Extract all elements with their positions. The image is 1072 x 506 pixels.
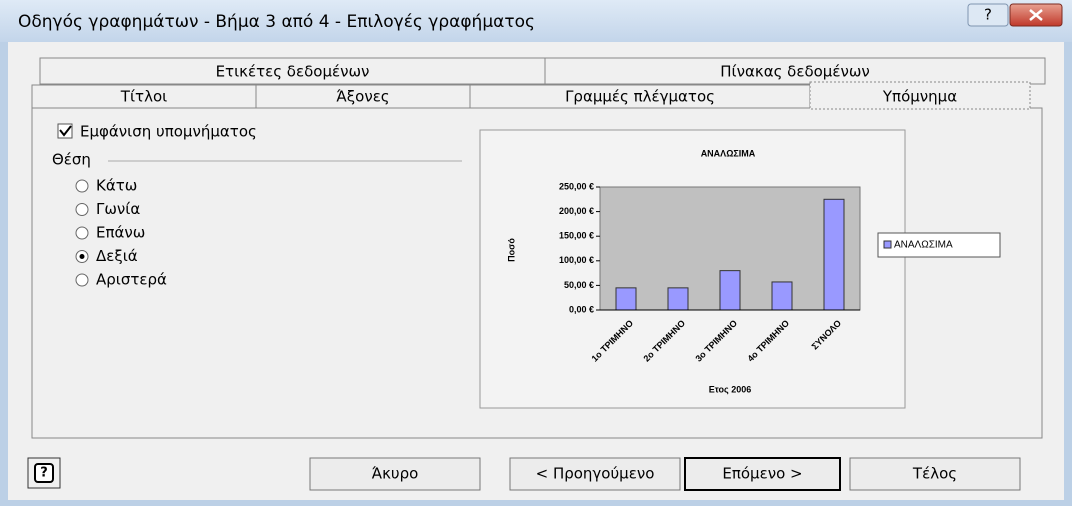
y-tick-label: 250,00 € bbox=[559, 181, 594, 191]
tab[interactable] bbox=[809, 81, 1031, 110]
bar bbox=[615, 287, 637, 311]
tab-label: Άξονες bbox=[336, 88, 389, 106]
radio-dot bbox=[79, 254, 85, 259]
tab-label: Γραμμές πλέγματος bbox=[565, 88, 715, 106]
bar bbox=[667, 287, 689, 311]
placement-label: Θέση bbox=[52, 151, 91, 169]
legend-label: ΑΝΑΛΩΣΙΜΑ bbox=[894, 240, 953, 251]
button-label: < Προηγούμενο bbox=[536, 465, 655, 483]
y-tick-label: 0,00 € bbox=[569, 304, 594, 314]
window-title: Οδηγός γραφημάτων - Βήμα 3 από 4 - Επιλο… bbox=[18, 12, 535, 32]
show-legend-label: Εμφάνιση υπομνήματος bbox=[80, 123, 257, 141]
legend-swatch bbox=[883, 240, 892, 249]
button[interactable] bbox=[849, 457, 1021, 491]
help-title-button[interactable] bbox=[967, 3, 1009, 27]
button-label: Επόμενο > bbox=[722, 465, 802, 483]
close-glyph bbox=[1029, 9, 1043, 21]
help-glyph: ? bbox=[984, 6, 992, 24]
tab-label: Ετικέτες δεδομένων bbox=[216, 63, 370, 81]
y-tick-label: 200,00 € bbox=[559, 206, 594, 216]
radio-label: Επάνω bbox=[96, 224, 145, 242]
radio-label: Δεξιά bbox=[96, 247, 138, 265]
radio-label: Κάτω bbox=[96, 177, 137, 195]
x-axis-label: Ετος 2006 bbox=[709, 384, 751, 394]
button[interactable] bbox=[684, 457, 841, 491]
button[interactable] bbox=[309, 457, 481, 491]
radio[interactable] bbox=[75, 226, 89, 240]
radio-label: Αριστερά bbox=[96, 271, 167, 289]
help-glyph: ? bbox=[40, 466, 48, 481]
y-tick-label: 100,00 € bbox=[559, 255, 594, 265]
y-axis-label: Ποσό bbox=[506, 238, 516, 262]
chart-title: ΑΝΑΛΩΣΙΜΑ bbox=[701, 148, 756, 158]
tab-label: Υπόμνημα bbox=[882, 88, 957, 106]
checkbox[interactable] bbox=[57, 123, 73, 139]
button-label: Άκυρο bbox=[372, 465, 419, 483]
title-bar bbox=[0, 0, 1072, 42]
button-label: Τέλος bbox=[912, 465, 957, 483]
radio[interactable] bbox=[75, 179, 89, 193]
tab[interactable] bbox=[544, 57, 1046, 85]
bar bbox=[719, 270, 741, 311]
radio[interactable] bbox=[75, 203, 89, 216]
y-tick-label: 50,00 € bbox=[564, 280, 594, 290]
tab-label: Πίνακας δεδομένων bbox=[720, 63, 870, 81]
bar bbox=[823, 198, 845, 311]
y-tick-label: 150,00 € bbox=[559, 231, 594, 241]
button[interactable] bbox=[509, 457, 681, 491]
help-icon bbox=[34, 463, 54, 483]
radio[interactable] bbox=[75, 273, 89, 287]
legend bbox=[877, 232, 1001, 258]
bar bbox=[771, 281, 793, 311]
check-mark bbox=[59, 125, 72, 137]
tab-label: Τίτλοι bbox=[120, 88, 167, 106]
radio-label: Γωνία bbox=[96, 200, 140, 218]
